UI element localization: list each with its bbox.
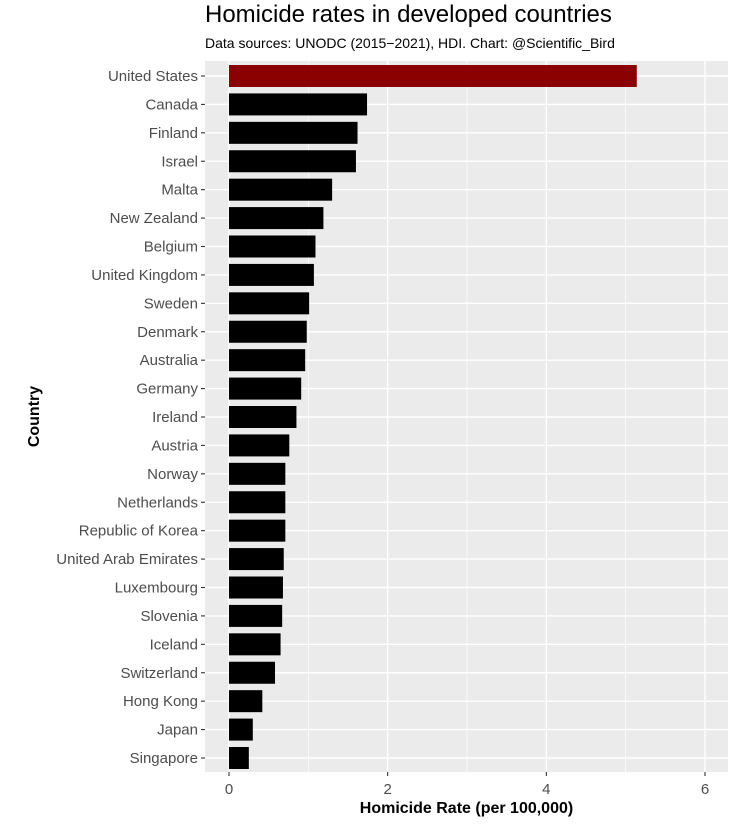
y-tick-label: Finland — [149, 125, 198, 142]
y-tick-label: Japan — [157, 722, 198, 739]
y-tick-label: Ireland — [152, 409, 198, 426]
y-tick-label: Germany — [136, 381, 198, 398]
bar — [229, 434, 290, 457]
bar — [229, 604, 283, 627]
bar — [229, 690, 263, 713]
bar — [229, 235, 316, 258]
x-tick-label: 6 — [701, 781, 709, 798]
y-tick-label: United Arab Emirates — [56, 551, 198, 568]
bar — [229, 349, 306, 372]
y-tick-label: Canada — [145, 96, 198, 113]
y-tick-label: Republic of Korea — [79, 523, 199, 540]
y-tick-label: Singapore — [130, 750, 198, 767]
y-tick-label: Israel — [161, 153, 198, 170]
x-axis: 0 2 4 6 — [225, 772, 709, 798]
bar — [229, 150, 356, 173]
x-tick-label: 2 — [383, 781, 391, 798]
y-tick-label: Malta — [161, 182, 198, 199]
bar — [229, 747, 249, 769]
x-tick-label: 0 — [225, 781, 233, 798]
bar — [229, 548, 284, 571]
y-tick-label: New Zealand — [110, 210, 198, 227]
chart-title: Homicide rates in developed countries — [205, 1, 612, 28]
y-axis: United States Canada Finland Israel Malta New… — [56, 68, 205, 767]
y-tick-label: United Kingdom — [91, 267, 198, 284]
bar — [229, 93, 368, 116]
y-tick-label: Netherlands — [117, 494, 198, 511]
bars — [229, 65, 637, 769]
y-tick-label: Norway — [147, 466, 198, 483]
bar — [229, 320, 307, 343]
bar — [229, 661, 276, 684]
bar — [229, 65, 637, 87]
y-tick-label: Switzerland — [120, 665, 198, 682]
bar — [229, 263, 314, 286]
y-tick-label: Luxembourg — [115, 580, 198, 597]
bar — [229, 462, 286, 485]
y-tick-label: Australia — [140, 352, 199, 369]
bar — [229, 406, 297, 428]
x-tick-label: 4 — [542, 781, 550, 798]
bar — [229, 292, 310, 315]
y-axis-title: Country — [26, 386, 43, 447]
bar — [229, 718, 253, 741]
y-tick-label: United States — [108, 68, 198, 85]
y-tick-label: Hong Kong — [123, 693, 198, 710]
bar — [229, 491, 286, 514]
y-tick-label: Belgium — [144, 239, 198, 256]
x-axis-title: Homicide Rate (per 100,000) — [360, 800, 573, 817]
bar — [229, 576, 283, 599]
bar — [229, 121, 358, 144]
y-tick-label: Sweden — [144, 295, 198, 312]
y-tick-label: Slovenia — [140, 608, 198, 625]
bar — [229, 178, 333, 201]
bar — [229, 519, 286, 542]
bar — [229, 633, 281, 656]
y-tick-label: Iceland — [150, 636, 198, 653]
bar — [229, 207, 324, 230]
y-tick-label: Austria — [151, 437, 198, 454]
y-tick-label: Denmark — [137, 324, 198, 341]
bar — [229, 377, 302, 400]
chart-subtitle: Data sources: UNODC (2015−2021), HDI. Ch… — [205, 35, 615, 51]
